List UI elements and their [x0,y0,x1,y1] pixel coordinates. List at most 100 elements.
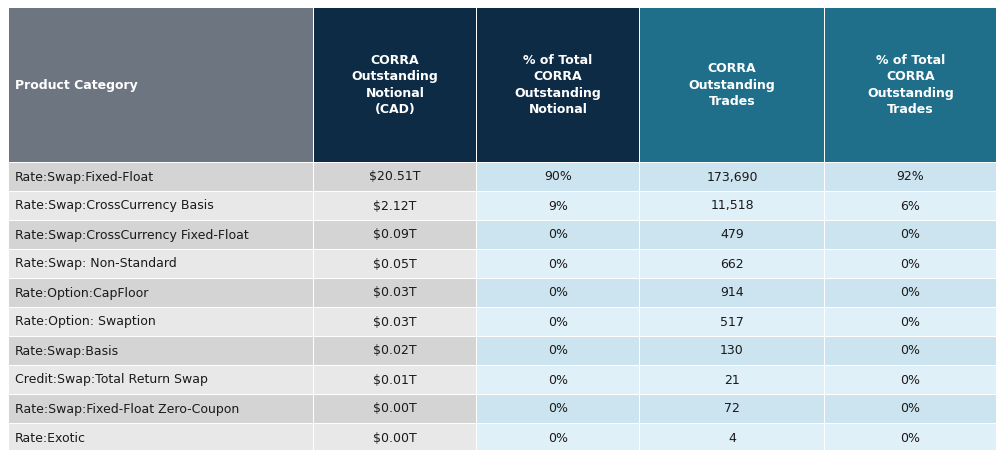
Bar [825,8,996,162]
Text: Rate:Swap:Basis: Rate:Swap:Basis [15,345,119,357]
Bar [314,308,476,336]
Bar [314,250,476,278]
Text: $0.09T: $0.09T [373,229,417,242]
Text: 9%: 9% [548,199,568,212]
Bar [9,366,313,394]
Text: $0.03T: $0.03T [373,315,417,328]
Bar [825,337,996,365]
Bar [9,192,313,220]
Text: $2.12T: $2.12T [373,199,417,212]
Text: 0%: 0% [900,432,920,445]
Text: $0.00T: $0.00T [373,432,417,445]
Bar [640,221,824,249]
Text: 0%: 0% [900,402,920,415]
Bar [314,279,476,307]
Text: 4: 4 [728,432,736,445]
Bar [9,8,313,162]
Text: Rate:Option: Swaption: Rate:Option: Swaption [15,315,156,328]
Bar [9,279,313,307]
Text: $0.05T: $0.05T [373,257,417,270]
Text: Rate:Swap:CrossCurrency Basis: Rate:Swap:CrossCurrency Basis [15,199,214,212]
Text: 662: 662 [720,257,744,270]
Bar [477,192,639,220]
Text: $20.51T: $20.51T [369,171,421,184]
Bar [9,163,313,191]
Bar [477,163,639,191]
Bar [9,221,313,249]
Bar [477,8,639,162]
Text: $0.01T: $0.01T [373,374,417,387]
Bar [314,366,476,394]
Bar [640,366,824,394]
Text: Rate:Option:CapFloor: Rate:Option:CapFloor [15,287,149,300]
Text: 0%: 0% [548,315,568,328]
Text: Rate:Exotic: Rate:Exotic [15,432,86,445]
Bar [640,192,824,220]
Text: 479: 479 [720,229,744,242]
Bar [314,192,476,220]
Bar [314,221,476,249]
Text: $0.02T: $0.02T [373,345,417,357]
Bar [477,366,639,394]
Text: $0.00T: $0.00T [373,402,417,415]
Text: 0%: 0% [548,374,568,387]
Text: Rate:Swap: Non-Standard: Rate:Swap: Non-Standard [15,257,177,270]
Text: CORRA
Outstanding
Trades: CORRA Outstanding Trades [689,62,775,108]
Text: 90%: 90% [544,171,572,184]
Bar [640,424,824,450]
Bar [640,8,824,162]
Text: 0%: 0% [548,229,568,242]
Bar [314,337,476,365]
Bar [825,366,996,394]
Bar [9,308,313,336]
Text: Credit:Swap:Total Return Swap: Credit:Swap:Total Return Swap [15,374,208,387]
Bar [477,337,639,365]
Text: 0%: 0% [900,229,920,242]
Text: 0%: 0% [900,345,920,357]
Bar [825,424,996,450]
Bar [9,250,313,278]
Text: 0%: 0% [548,345,568,357]
Text: Rate:Swap:Fixed-Float: Rate:Swap:Fixed-Float [15,171,154,184]
Text: 0%: 0% [548,257,568,270]
Bar [640,279,824,307]
Text: $0.03T: $0.03T [373,287,417,300]
Bar [825,192,996,220]
Text: % of Total
CORRA
Outstanding
Notional: % of Total CORRA Outstanding Notional [515,54,601,116]
Text: 0%: 0% [548,432,568,445]
Bar [477,424,639,450]
Bar [314,163,476,191]
Bar [640,163,824,191]
Bar [477,250,639,278]
Text: % of Total
CORRA
Outstanding
Trades: % of Total CORRA Outstanding Trades [867,54,954,116]
Bar [9,424,313,450]
Bar [477,308,639,336]
Text: 0%: 0% [900,287,920,300]
Text: 0%: 0% [900,374,920,387]
Text: Product Category: Product Category [15,78,138,91]
Text: Rate:Swap:CrossCurrency Fixed-Float: Rate:Swap:CrossCurrency Fixed-Float [15,229,249,242]
Bar [314,424,476,450]
Bar [825,395,996,423]
Bar [9,395,313,423]
Bar [825,308,996,336]
Text: 72: 72 [724,402,740,415]
Bar [825,221,996,249]
Text: 130: 130 [720,345,744,357]
Bar [314,8,476,162]
Text: 173,690: 173,690 [706,171,758,184]
Text: CORRA
Outstanding
Notional
(CAD): CORRA Outstanding Notional (CAD) [352,54,438,116]
Bar [640,395,824,423]
Text: 0%: 0% [548,287,568,300]
Bar [825,250,996,278]
Text: 0%: 0% [900,257,920,270]
Text: 0%: 0% [900,315,920,328]
Bar [477,395,639,423]
Text: 21: 21 [724,374,740,387]
Text: 6%: 6% [901,199,920,212]
Bar [825,279,996,307]
Text: 0%: 0% [548,402,568,415]
Bar [9,337,313,365]
Text: 914: 914 [720,287,744,300]
Text: Rate:Swap:Fixed-Float Zero-Coupon: Rate:Swap:Fixed-Float Zero-Coupon [15,402,239,415]
